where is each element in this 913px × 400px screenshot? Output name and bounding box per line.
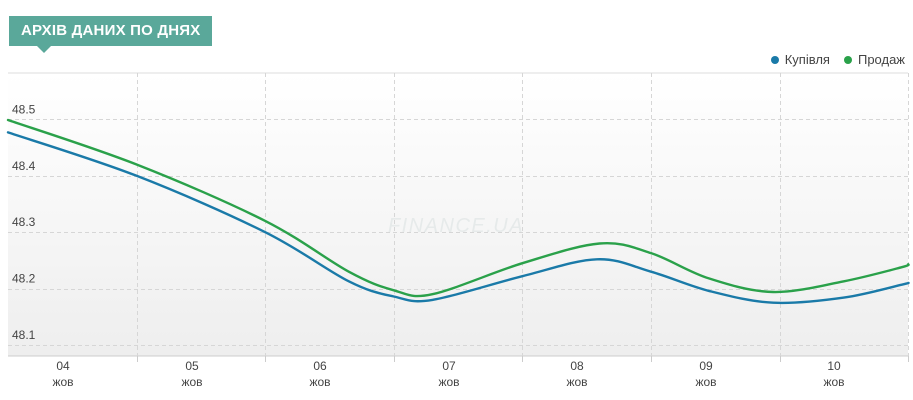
plot-area: [8, 73, 908, 356]
chart-legend: Купівля Продаж: [770, 52, 905, 67]
x-tick-day: 09: [699, 359, 713, 373]
legend-buy-label: Купівля: [784, 52, 830, 67]
x-tick-month: жов: [566, 375, 587, 389]
x-tick-day: 07: [442, 359, 456, 373]
x-tick-month: жов: [695, 375, 716, 389]
title-tab-notch: [37, 46, 51, 53]
x-tick-month: жов: [181, 375, 202, 389]
archive-title-tab: АРХІВ ДАНИХ ПО ДНЯХ: [9, 16, 213, 53]
x-tick-day: 10: [827, 359, 841, 373]
x-tick-month: жов: [823, 375, 844, 389]
y-tick-label: 48.1: [12, 328, 36, 342]
y-tick-label: 48.2: [12, 272, 36, 286]
series-line-sell[interactable]: [6, 118, 910, 298]
y-tick-label: 48.4: [12, 159, 36, 173]
archive-title: АРХІВ ДАНИХ ПО ДНЯХ: [21, 22, 201, 39]
series-line-buy[interactable]: [6, 131, 910, 305]
legend-sell-label: Продаж: [857, 52, 905, 67]
legend-item-buy[interactable]: Купівля: [770, 52, 830, 67]
x-tick-day: 05: [185, 359, 199, 373]
legend-item-sell[interactable]: Продаж: [843, 52, 905, 67]
x-tick-day: 06: [313, 359, 327, 373]
legend-buy-dot: [770, 55, 779, 64]
series-layer: [6, 118, 910, 305]
x-tick-day: 04: [56, 359, 70, 373]
x-axis-labels: 04 жов 05 жов 06 жов 07 жов 08 жов 09 жов 10 жов: [52, 359, 844, 389]
x-tick-day: 08: [570, 359, 584, 373]
x-tick-month: жов: [52, 375, 73, 389]
legend-sell-dot: [843, 55, 852, 64]
x-tick-month: жов: [309, 375, 330, 389]
x-tick-month: жов: [438, 375, 459, 389]
y-tick-label: 48.3: [12, 215, 36, 229]
y-tick-label: 48.5: [12, 102, 36, 116]
grid: [8, 72, 909, 362]
y-axis-labels: 48.1 48.2 48.3 48.4 48.5: [12, 102, 36, 342]
watermark-text: FINANCE.UA: [388, 215, 524, 237]
